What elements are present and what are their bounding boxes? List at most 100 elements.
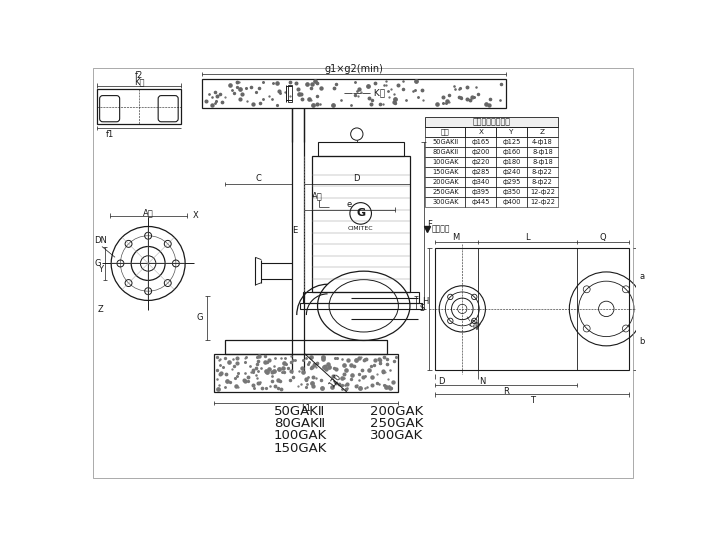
Bar [496, 167, 527, 177]
Text: f1: f1 [106, 130, 115, 139]
Text: 250GAK: 250GAK [432, 189, 459, 195]
Text: DN: DN [466, 319, 481, 333]
Text: H: H [422, 296, 428, 306]
Text: e: e [347, 200, 352, 208]
Text: ф180: ф180 [503, 159, 521, 165]
Text: 8-ф18: 8-ф18 [532, 159, 553, 165]
Text: 300GAK: 300GAK [370, 429, 423, 442]
Bar [425, 167, 465, 177]
Bar [527, 197, 558, 207]
Text: 4-ф18: 4-ф18 [532, 139, 553, 145]
Text: 300GAK: 300GAK [432, 199, 459, 205]
Bar [527, 137, 558, 147]
Text: F: F [428, 220, 432, 230]
Text: 50GAKⅡ: 50GAKⅡ [274, 405, 325, 418]
Text: CIMITEC: CIMITEC [348, 226, 374, 231]
Text: ф125: ф125 [503, 139, 521, 145]
Bar [496, 177, 527, 187]
Bar [312, 156, 410, 292]
Text: 150GAK: 150GAK [274, 442, 327, 455]
Text: ф340: ф340 [471, 179, 490, 185]
Text: b: b [639, 337, 644, 346]
Text: 200GAK: 200GAK [370, 405, 423, 418]
Text: 最低水位: 最低水位 [432, 224, 450, 233]
Bar [300, 303, 423, 309]
Text: ф295: ф295 [503, 179, 521, 185]
Text: 12-ф22: 12-ф22 [530, 199, 555, 205]
Text: ф240: ф240 [503, 169, 521, 175]
Bar [527, 147, 558, 157]
Text: A向: A向 [143, 208, 154, 217]
Text: 120: 120 [328, 372, 343, 389]
Text: N: N [479, 377, 486, 386]
Text: X: X [479, 129, 484, 135]
Text: a: a [639, 272, 644, 281]
Bar [465, 157, 496, 167]
Bar [527, 177, 558, 187]
Bar [496, 157, 527, 167]
Text: 型号: 型号 [441, 129, 450, 135]
Text: 8-ф22: 8-ф22 [532, 179, 553, 185]
Bar [435, 248, 630, 370]
Text: C: C [255, 174, 261, 183]
Text: 200GAK: 200GAK [432, 179, 459, 185]
Bar [425, 197, 465, 207]
Text: 12-ф22: 12-ф22 [530, 189, 555, 195]
Bar [225, 340, 387, 354]
Bar [425, 177, 465, 187]
Text: 150GAK: 150GAK [432, 169, 459, 175]
Bar [496, 147, 527, 157]
Bar [96, 90, 182, 124]
Text: 8-ф22: 8-ф22 [532, 169, 553, 175]
Text: ф400: ф400 [503, 199, 521, 205]
Text: ф350: ф350 [503, 189, 521, 195]
Text: G: G [196, 313, 203, 322]
Bar [425, 187, 465, 197]
Text: ф445: ф445 [471, 199, 490, 205]
Bar [425, 137, 465, 147]
Bar [465, 197, 496, 207]
Text: ф200: ф200 [471, 149, 490, 155]
Bar [425, 117, 558, 127]
Bar [496, 197, 527, 207]
Text: R: R [503, 387, 509, 396]
Bar [425, 157, 465, 167]
Bar [465, 147, 496, 157]
Bar [425, 147, 465, 157]
Bar [202, 79, 506, 108]
Bar [425, 127, 465, 137]
Bar [465, 167, 496, 177]
Bar [496, 127, 527, 137]
Text: Y: Y [509, 129, 514, 135]
Text: Z: Z [98, 305, 104, 314]
Text: L1: L1 [301, 404, 311, 414]
Bar [527, 127, 558, 137]
Text: ф160: ф160 [503, 149, 521, 155]
Text: T: T [530, 396, 535, 405]
Text: D: D [438, 377, 445, 386]
Bar [303, 292, 419, 303]
Bar [288, 85, 292, 102]
Text: D: D [354, 174, 360, 183]
Bar [465, 187, 496, 197]
Text: ф285: ф285 [471, 169, 490, 175]
Bar [496, 187, 527, 197]
Text: X: X [193, 211, 199, 220]
Bar [527, 167, 558, 177]
Text: L: L [525, 233, 530, 242]
Text: 50GAKII: 50GAKII [432, 139, 459, 145]
Text: K向: K向 [134, 77, 144, 86]
Text: 法兰盘尺寸明细表: 法兰盘尺寸明细表 [473, 117, 510, 126]
Bar [465, 127, 496, 137]
Text: ф220: ф220 [471, 159, 490, 165]
Bar [213, 354, 398, 392]
Text: M: M [452, 233, 459, 242]
Text: 250GAK: 250GAK [370, 417, 423, 430]
Text: E: E [293, 226, 298, 235]
Bar [527, 157, 558, 167]
Text: A向: A向 [312, 191, 323, 200]
Text: G: G [356, 208, 365, 218]
Text: ф395: ф395 [471, 189, 490, 195]
Bar [527, 187, 558, 197]
Text: Q: Q [600, 233, 606, 242]
